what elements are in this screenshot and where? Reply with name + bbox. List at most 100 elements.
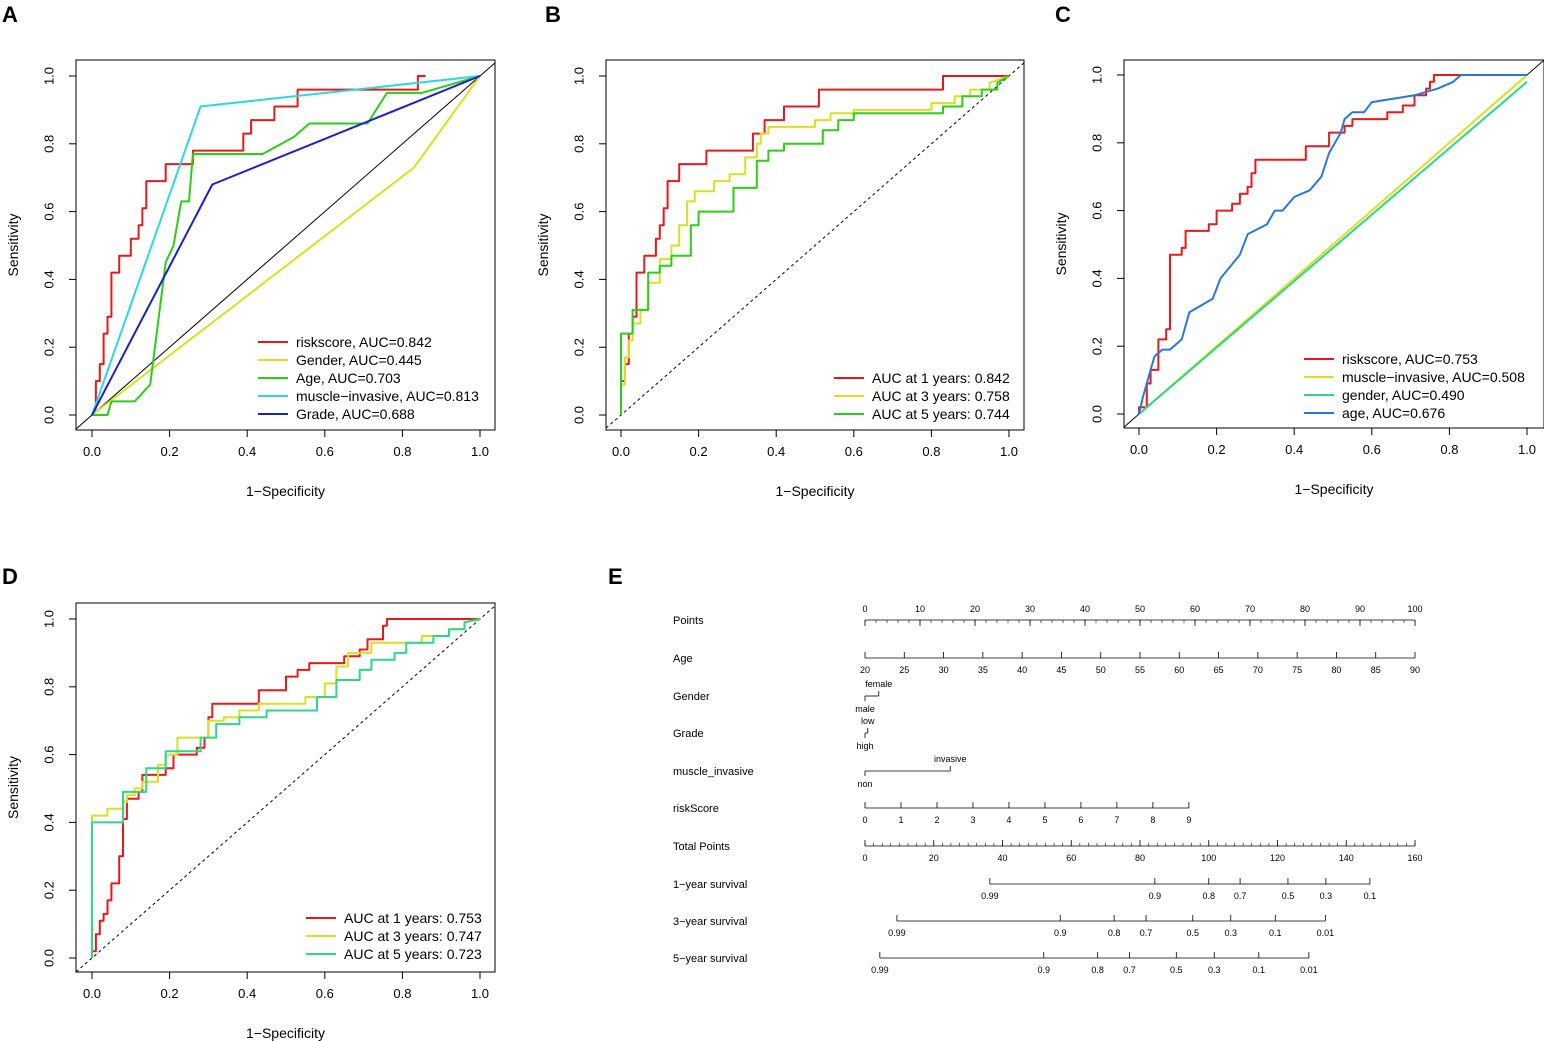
nomogram-tick-label: 0.5	[1187, 928, 1200, 938]
nomogram-tick-label: 20	[929, 853, 939, 863]
nomogram-tick-label: 0.1	[1364, 891, 1377, 901]
legend-entry: muscle−invasive, AUC=0.508	[1342, 369, 1525, 385]
x-axis-title: 1−Specificity	[1295, 481, 1374, 497]
panel-label-a: A	[2, 2, 18, 27]
roc-panel-a: 0.0 0.2 0.4 0.6 0.8 1.0 0.0 0.2 0.4 0.6 0.8 1.0 1−Sp…	[5, 59, 496, 499]
nomogram-row-label: muscle_invasive	[673, 766, 754, 778]
nomogram-tick-label: 20	[970, 604, 980, 614]
roc-panel-b: 0.0 0.2 0.4 0.6 0.8 1.0 0.0 0.2 0.4 0.6 0.8 1.0 1−Sp…	[535, 59, 1025, 499]
x-tick-label: 0.4	[238, 444, 256, 459]
nomogram-tick-label: 60	[1190, 604, 1200, 614]
nomogram-category-label: non	[857, 779, 872, 789]
y-tick-label: 0.2	[41, 881, 56, 899]
y-tick-label: 1.0	[41, 67, 56, 85]
nomogram-tick-label: 0.1	[1253, 965, 1266, 975]
y-axis-title: Sensitivity	[5, 213, 21, 276]
nomogram-tick-label: 10	[915, 604, 925, 614]
x-tick-label: 0.6	[316, 444, 334, 459]
x-axis-title: 1−Specificity	[246, 1025, 325, 1041]
roc-curve-2	[91, 618, 481, 958]
y-tick-label: 0.0	[41, 949, 56, 967]
x-tick-label: 0.6	[845, 444, 863, 459]
x-tick-label: 0.0	[83, 444, 101, 459]
nomogram-tick-label: 0	[862, 604, 867, 614]
y-tick-label: 0.4	[1089, 269, 1104, 287]
y-tick-label: 0.8	[1089, 134, 1104, 152]
x-tick-label: 0.0	[1130, 442, 1148, 457]
nomogram-tick-label: 0.99	[871, 965, 889, 975]
nomogram-row-label: Points	[673, 615, 704, 627]
nomogram-tick-label: 0.7	[1234, 891, 1247, 901]
x-tick-label: 0.8	[393, 986, 411, 1001]
legend-entry: riskscore, AUC=0.842	[296, 334, 432, 350]
diagonal-reference-line	[75, 62, 496, 430]
nomogram-tick-label: 160	[1407, 853, 1422, 863]
nomogram-tick-label: 50	[1096, 665, 1106, 675]
nomogram-tick-label: 0.3	[1208, 965, 1221, 975]
nomogram-tick-label: 0.01	[1300, 965, 1318, 975]
legend-entry: AUC at 5 years: 0.744	[872, 406, 1010, 422]
nomogram-tick-label: 2	[934, 815, 939, 825]
nomogram-tick-label: 85	[1371, 665, 1381, 675]
y-tick-label: 1.0	[41, 610, 56, 628]
nomogram-category-label: invasive	[934, 754, 967, 764]
legend-entry: AUC at 1 years: 0.753	[344, 910, 482, 926]
nomogram-tick-label: 0.7	[1140, 928, 1153, 938]
nomogram-row-label: Grade	[673, 728, 704, 740]
nomogram-row-label: Age	[673, 653, 693, 665]
x-tick-label: 0.6	[316, 986, 334, 1001]
legend-entry: gender, AUC=0.490	[1342, 387, 1465, 403]
nomogram-tick-label: 25	[899, 665, 909, 675]
nomogram-row-label: 1−year survival	[673, 879, 747, 891]
x-tick-label: 1.0	[471, 986, 489, 1001]
nomogram-tick-label: 0.8	[1202, 891, 1215, 901]
y-tick-label: 0.4	[41, 813, 56, 831]
nomogram-tick-label: 0.7	[1123, 965, 1136, 975]
roc-curve-3	[92, 75, 481, 416]
y-tick-label: 0.0	[41, 406, 56, 424]
plot-frame	[75, 602, 496, 973]
nomogram-tick-label: 30	[939, 665, 949, 675]
x-tick-label: 0.8	[922, 444, 940, 459]
roc-curve-3	[620, 75, 1010, 415]
x-axis-title: 1−Specificity	[246, 483, 325, 499]
nomogram-tick-label: 0	[862, 853, 867, 863]
nomogram-category-label: female	[865, 679, 892, 689]
y-tick-label: 0.0	[1089, 405, 1104, 423]
legend-entry: riskscore, AUC=0.753	[1342, 351, 1478, 367]
nomogram-tick-label: 100	[1201, 853, 1216, 863]
x-tick-label: 0.8	[1440, 442, 1458, 457]
x-tick-label: 0.4	[767, 444, 785, 459]
y-tick-label: 1.0	[571, 67, 586, 85]
roc-curve-2	[620, 75, 1010, 415]
nomogram-tick-label: 60	[1174, 665, 1184, 675]
panel-label-e: E	[608, 564, 623, 589]
roc-curve-4	[91, 75, 481, 416]
roc-curve-4	[1138, 74, 1527, 415]
x-tick-label: 0.2	[690, 444, 708, 459]
nomogram-tick-label: 80	[1135, 853, 1145, 863]
y-tick-label: 1.0	[1089, 66, 1104, 84]
nomogram-tick-label: 0.3	[1224, 928, 1237, 938]
nomogram-tick-label: 90	[1410, 665, 1420, 675]
nomogram-tick-label: 0.9	[1054, 928, 1067, 938]
nomogram-tick-label: 0.8	[1091, 965, 1104, 975]
y-axis-title: Sensitivity	[535, 213, 551, 276]
y-tick-label: 0.6	[571, 203, 586, 221]
nomogram-tick-label: 3	[970, 815, 975, 825]
diagonal-reference-line	[605, 62, 1025, 429]
legend-entry: AUC at 5 years: 0.723	[344, 946, 482, 962]
nomogram-tick-label: 30	[1025, 604, 1035, 614]
nomogram-tick-label: 8	[1150, 815, 1155, 825]
y-tick-label: 0.8	[571, 135, 586, 153]
nomogram-row-label: 5−year survival	[673, 953, 747, 965]
x-tick-label: 1.0	[1518, 442, 1536, 457]
nomogram-tick-label: 55	[1135, 665, 1145, 675]
x-tick-label: 0.0	[612, 444, 630, 459]
nomogram-tick-label: 40	[1080, 604, 1090, 614]
y-tick-label: 0.4	[41, 270, 56, 288]
plot-frame	[605, 59, 1025, 431]
nomogram-tick-label: 20	[860, 665, 870, 675]
x-tick-label: 1.0	[471, 444, 489, 459]
